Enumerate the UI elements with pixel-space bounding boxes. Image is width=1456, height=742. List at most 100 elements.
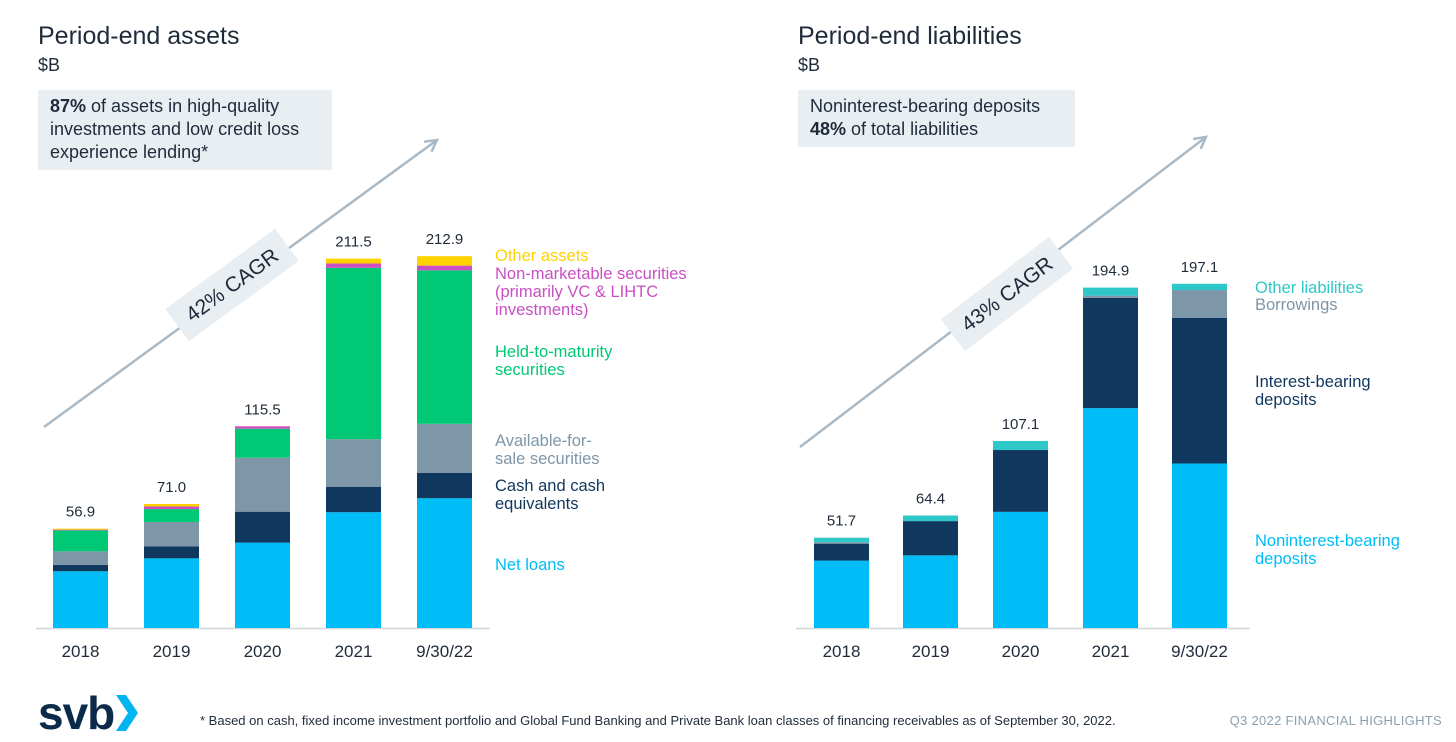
legend-label-line-htm-1: securities	[495, 361, 565, 379]
bar-segment-other_liabilities-0	[814, 537, 869, 543]
legend-label-line-afs-1: sale securities	[495, 450, 600, 468]
total-label-4: 197.1	[1181, 259, 1219, 276]
bar-segment-cash-1	[144, 546, 199, 559]
total-label-3: 194.9	[1092, 263, 1130, 280]
total-label-1: 64.4	[916, 491, 945, 508]
cagr-badge: 42% CAGR	[165, 228, 299, 342]
x-tick-label-3: 2021	[1092, 642, 1130, 661]
assets-chart-panel: Period-end assets $B 87% of assets in hi…	[0, 0, 740, 690]
bar-segment-cash-3	[326, 486, 381, 513]
bar-segment-afs-3	[326, 439, 381, 487]
cagr-badge-background	[940, 236, 1074, 352]
bar-segment-net_loans-4	[417, 498, 472, 628]
x-tick-label-3: 2021	[335, 642, 373, 661]
legend-label-int_deposits: Interest-bearing deposits	[1255, 373, 1371, 409]
cagr-arrow-head-icon	[423, 138, 440, 153]
cagr-label: 43% CAGR	[957, 252, 1057, 336]
svb-logo-text: svb	[38, 687, 115, 739]
bar-segment-nonmarketable-0	[53, 529, 108, 531]
bar-segment-other_assets-1	[144, 503, 199, 507]
bar-segment-borrowings-3	[1083, 295, 1138, 298]
legend-label-nonint_deposits: Noninterest-bearing deposits	[1255, 532, 1400, 568]
bar-segment-other_assets-4	[417, 256, 472, 266]
cagr-badge: 43% CAGR	[940, 236, 1074, 352]
assets-callout-percent: 87%	[50, 96, 87, 116]
bar-segment-borrowings-0	[814, 542, 869, 544]
total-label-2: 107.1	[1002, 416, 1040, 433]
bar-segment-afs-4	[417, 423, 472, 473]
x-tick-label-4: 9/30/22	[1171, 642, 1228, 661]
legend-label-line-cash-1: equivalents	[495, 495, 578, 513]
bar-segment-int_deposits-3	[1083, 297, 1138, 409]
legend-label-other_assets: Other assets	[495, 247, 589, 265]
total-label-0: 56.9	[66, 504, 95, 521]
bar-segment-other_liabilities-4	[1172, 283, 1227, 291]
legend-label-other_liabilities: Other liabilities	[1255, 279, 1363, 297]
liabilities-chart-title: Period-end liabilities	[798, 22, 1022, 50]
total-label-0: 51.7	[827, 513, 856, 530]
liabilities-callout-text: of total liabilities	[846, 119, 979, 139]
svb-chevron-logo-icon	[116, 695, 139, 731]
bar-segment-htm-1	[144, 509, 199, 522]
bar-segment-int_deposits-2	[993, 450, 1048, 512]
liabilities-chart-panel: Period-end liabilities $B Noninterest-be…	[760, 0, 1456, 690]
legend-label-cash: Cash and cash equivalents	[495, 477, 605, 513]
x-tick-label-4: 9/30/22	[416, 642, 473, 661]
bar-segment-other_liabilities-1	[903, 515, 958, 522]
bar-segment-htm-2	[235, 428, 290, 458]
legend-label-line-other_assets-0: Other assets	[495, 247, 589, 265]
bar-segment-nonint_deposits-1	[903, 555, 958, 628]
cagr-badge-background	[165, 228, 299, 342]
bar-segment-net_loans-2	[235, 542, 290, 628]
legend-label-line-afs-0: Available-for-	[495, 432, 592, 450]
bar-segment-int_deposits-4	[1172, 317, 1227, 464]
bar-segment-net_loans-0	[53, 571, 108, 628]
legend-label-htm: Held-to-maturity securities	[495, 343, 613, 379]
total-label-1: 71.0	[157, 479, 186, 496]
x-tick-label-2: 2020	[244, 642, 282, 661]
total-label-4: 212.9	[426, 231, 464, 248]
assets-chart-svg: 42% CAGR 56.9 2018 71.0 2019 115.5 2020 211.5 20…	[36, 138, 687, 661]
liabilities-callout-line1: Noninterest-bearing deposits	[810, 96, 1041, 116]
bar-segment-nonmarketable-1	[144, 506, 199, 510]
cagr-label: 42% CAGR	[182, 244, 283, 327]
bar-segment-htm-3	[326, 267, 381, 440]
total-label-3: 211.5	[335, 234, 371, 251]
assets-callout: 87% of assets in high-quality investment…	[38, 90, 332, 170]
legend-label-line-htm-0: Held-to-maturity	[495, 343, 613, 361]
legend-label-afs: Available-for-sale securities	[495, 432, 600, 468]
bar-segment-other_liabilities-2	[993, 440, 1048, 451]
legend-label-line-int_deposits-1: deposits	[1255, 391, 1316, 409]
liabilities-callout: Noninterest-bearing deposits 48% of tota…	[798, 90, 1075, 147]
bar-segment-nonmarketable-2	[235, 426, 290, 429]
legend-label-line-cash-0: Cash and cash	[495, 477, 605, 495]
legend-label-line-nonint_deposits-0: Noninterest-bearing	[1255, 532, 1400, 550]
legend-label-line-nonmarketable-1: (primarily VC & LIHTC	[495, 283, 658, 301]
assets-callout-text: of assets in high-quality investments an…	[50, 96, 300, 162]
bar-segment-htm-0	[53, 530, 108, 552]
legend-label-line-int_deposits-0: Interest-bearing	[1255, 373, 1371, 391]
footnote: * Based on cash, fixed income investment…	[200, 713, 1116, 728]
x-tick-label-2: 2020	[1002, 642, 1040, 661]
bar-segment-cash-4	[417, 472, 472, 499]
bar-segment-afs-2	[235, 457, 290, 512]
legend-label-line-nonmarketable-2: investments)	[495, 301, 589, 319]
bar-segment-afs-0	[53, 551, 108, 565]
bar-segment-nonmarketable-4	[417, 265, 472, 271]
assets-chart-title: Period-end assets	[38, 22, 240, 50]
legend-label-line-nonmarketable-0: Non-marketable securities	[495, 265, 687, 283]
bar-segment-nonint_deposits-2	[993, 511, 1048, 628]
x-tick-label-0: 2018	[62, 642, 100, 661]
assets-chart-unit: $B	[38, 55, 61, 75]
bar-segment-net_loans-1	[144, 558, 199, 628]
bar-segment-net_loans-3	[326, 512, 381, 628]
legend-label-line-other_liabilities-0: Other liabilities	[1255, 279, 1363, 297]
liabilities-callout-percent: 48%	[810, 119, 847, 139]
legend-label-nonmarketable: Non-marketable securities (primarily VC &…	[495, 265, 687, 319]
legend-label-line-borrowings-0: Borrowings	[1255, 296, 1338, 314]
footer-deck-title: Q3 2022 FINANCIAL HIGHLIGHTS	[1229, 713, 1442, 728]
bar-segment-other_liabilities-3	[1083, 287, 1138, 296]
svb-logo[interactable]: svb	[38, 686, 140, 740]
liabilities-chart-unit: $B	[798, 55, 821, 75]
bar-segment-cash-2	[235, 511, 290, 543]
